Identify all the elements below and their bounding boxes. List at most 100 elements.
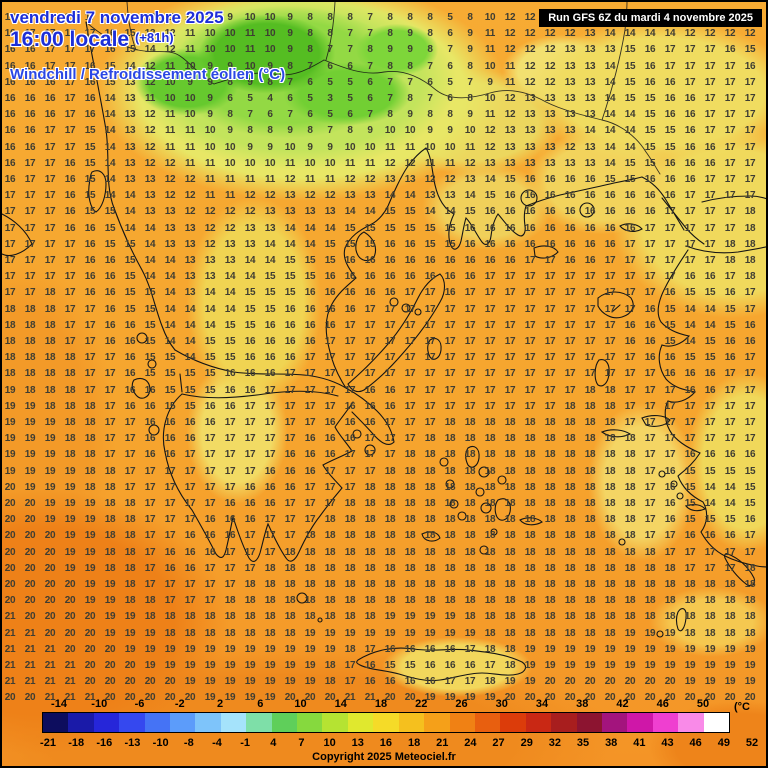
temp-value: 17 bbox=[4, 206, 16, 218]
temp-value: 17 bbox=[64, 76, 76, 88]
temp-value: 20 bbox=[24, 530, 36, 542]
temp-value: 5 bbox=[327, 76, 333, 88]
temp-value: 19 bbox=[304, 676, 316, 688]
temp-value: 19 bbox=[664, 660, 676, 671]
temp-value: 20 bbox=[144, 676, 156, 688]
temp-value: 19 bbox=[524, 676, 536, 688]
temp-value: 8 bbox=[327, 12, 333, 23]
temp-value: 15 bbox=[304, 255, 316, 266]
temp-value: 19 bbox=[64, 481, 76, 493]
temp-value: 20 bbox=[44, 530, 56, 542]
temp-value: 16 bbox=[64, 174, 76, 185]
temp-value: 18 bbox=[564, 530, 576, 542]
temp-value: 17 bbox=[224, 579, 236, 590]
temp-value: 21 bbox=[4, 643, 16, 655]
temp-value: 17 bbox=[84, 384, 96, 396]
temp-value: 14 bbox=[304, 238, 316, 250]
temp-value: 18 bbox=[244, 627, 256, 639]
temp-value: 19 bbox=[684, 676, 696, 688]
temp-value: 18 bbox=[104, 546, 116, 558]
temp-value: 17 bbox=[444, 384, 456, 396]
temp-value: 9 bbox=[367, 125, 373, 137]
temp-value: 19 bbox=[4, 417, 16, 428]
temp-value: 19 bbox=[224, 643, 236, 655]
temp-value: 18 bbox=[544, 530, 556, 542]
date-line: vendredi 7 novembre 2025 bbox=[10, 8, 224, 27]
temp-value: 10 bbox=[184, 93, 196, 104]
temp-value: 12 bbox=[164, 190, 176, 202]
temp-value: 13 bbox=[524, 109, 536, 121]
temp-value: 16 bbox=[664, 368, 676, 380]
temp-value: 17 bbox=[124, 449, 136, 461]
temp-value: 16 bbox=[144, 384, 156, 396]
temp-value: 17 bbox=[684, 546, 696, 558]
temp-value: 13 bbox=[484, 157, 496, 169]
temp-value: 18 bbox=[604, 481, 616, 493]
temp-value: 13 bbox=[144, 190, 156, 202]
temp-value: 17 bbox=[704, 417, 716, 428]
temp-value: 12 bbox=[704, 28, 716, 40]
temp-value: 16 bbox=[304, 336, 316, 347]
temp-value: 19 bbox=[564, 660, 576, 671]
temp-value: 16 bbox=[224, 530, 236, 542]
temp-value: 16 bbox=[24, 60, 36, 72]
scale-label-top: 6 bbox=[257, 698, 264, 710]
temp-value: 17 bbox=[544, 384, 556, 396]
temp-value: 15 bbox=[744, 498, 756, 509]
temp-value: 16 bbox=[104, 271, 116, 283]
temp-value: 13 bbox=[164, 238, 176, 250]
temp-value: 12 bbox=[324, 190, 336, 202]
temp-value: 18 bbox=[404, 481, 416, 493]
temp-value: 14 bbox=[344, 206, 356, 218]
scale-segment bbox=[119, 713, 145, 732]
temp-value: 6 bbox=[447, 60, 453, 72]
temp-value: 19 bbox=[704, 643, 716, 655]
temp-value: 13 bbox=[564, 76, 576, 88]
temp-value: 17 bbox=[744, 433, 756, 445]
temp-value: 18 bbox=[344, 595, 356, 607]
temp-value: 18 bbox=[184, 627, 196, 639]
temp-value: 11 bbox=[205, 174, 215, 185]
temp-value: 13 bbox=[464, 174, 476, 185]
temp-value: 17 bbox=[744, 530, 756, 542]
temp-value: 17 bbox=[184, 579, 196, 590]
temp-value: 16 bbox=[664, 287, 676, 299]
temp-value: 15 bbox=[624, 44, 636, 56]
temp-value: 20 bbox=[184, 692, 196, 704]
temp-value: 19 bbox=[724, 643, 736, 655]
temp-value: 17 bbox=[44, 12, 56, 23]
temp-value: 20 bbox=[44, 611, 56, 623]
temp-value: 16 bbox=[464, 271, 476, 283]
temp-value: 17 bbox=[244, 465, 256, 477]
temp-value: 17 bbox=[664, 255, 676, 266]
temp-value: 10 bbox=[264, 28, 276, 40]
temp-value: 13 bbox=[184, 255, 196, 266]
temp-value: 14 bbox=[104, 93, 116, 104]
temp-value: 17 bbox=[564, 352, 576, 364]
temp-value: 17 bbox=[284, 368, 296, 380]
temp-value: 13 bbox=[124, 93, 136, 104]
temp-value: 17 bbox=[44, 206, 56, 218]
temp-value: 16 bbox=[744, 336, 756, 347]
temp-value: 12 bbox=[504, 44, 516, 56]
temp-value: 18 bbox=[744, 255, 756, 266]
temp-value: 17 bbox=[104, 368, 116, 380]
temp-value: 16 bbox=[604, 222, 616, 234]
temp-value: 10 bbox=[444, 141, 456, 153]
temp-value: 11 bbox=[165, 141, 175, 153]
scale-label-bottom: 4 bbox=[270, 737, 277, 749]
temp-value: 17 bbox=[264, 514, 276, 526]
temp-value: 19 bbox=[564, 643, 576, 655]
temp-value: 14 bbox=[484, 174, 496, 185]
temp-value: 17 bbox=[144, 546, 156, 558]
temp-value: 10 bbox=[324, 157, 336, 169]
temp-value: 15 bbox=[284, 271, 296, 283]
scale-label-top: -2 bbox=[174, 698, 185, 710]
temp-value: 18 bbox=[744, 611, 756, 623]
temp-value: 17 bbox=[524, 319, 536, 331]
temp-value: 17 bbox=[504, 384, 516, 396]
temp-value: 17 bbox=[44, 125, 56, 137]
temp-value: 14 bbox=[444, 206, 456, 218]
temp-value: 16 bbox=[84, 238, 96, 250]
temp-value: 14 bbox=[144, 238, 156, 250]
